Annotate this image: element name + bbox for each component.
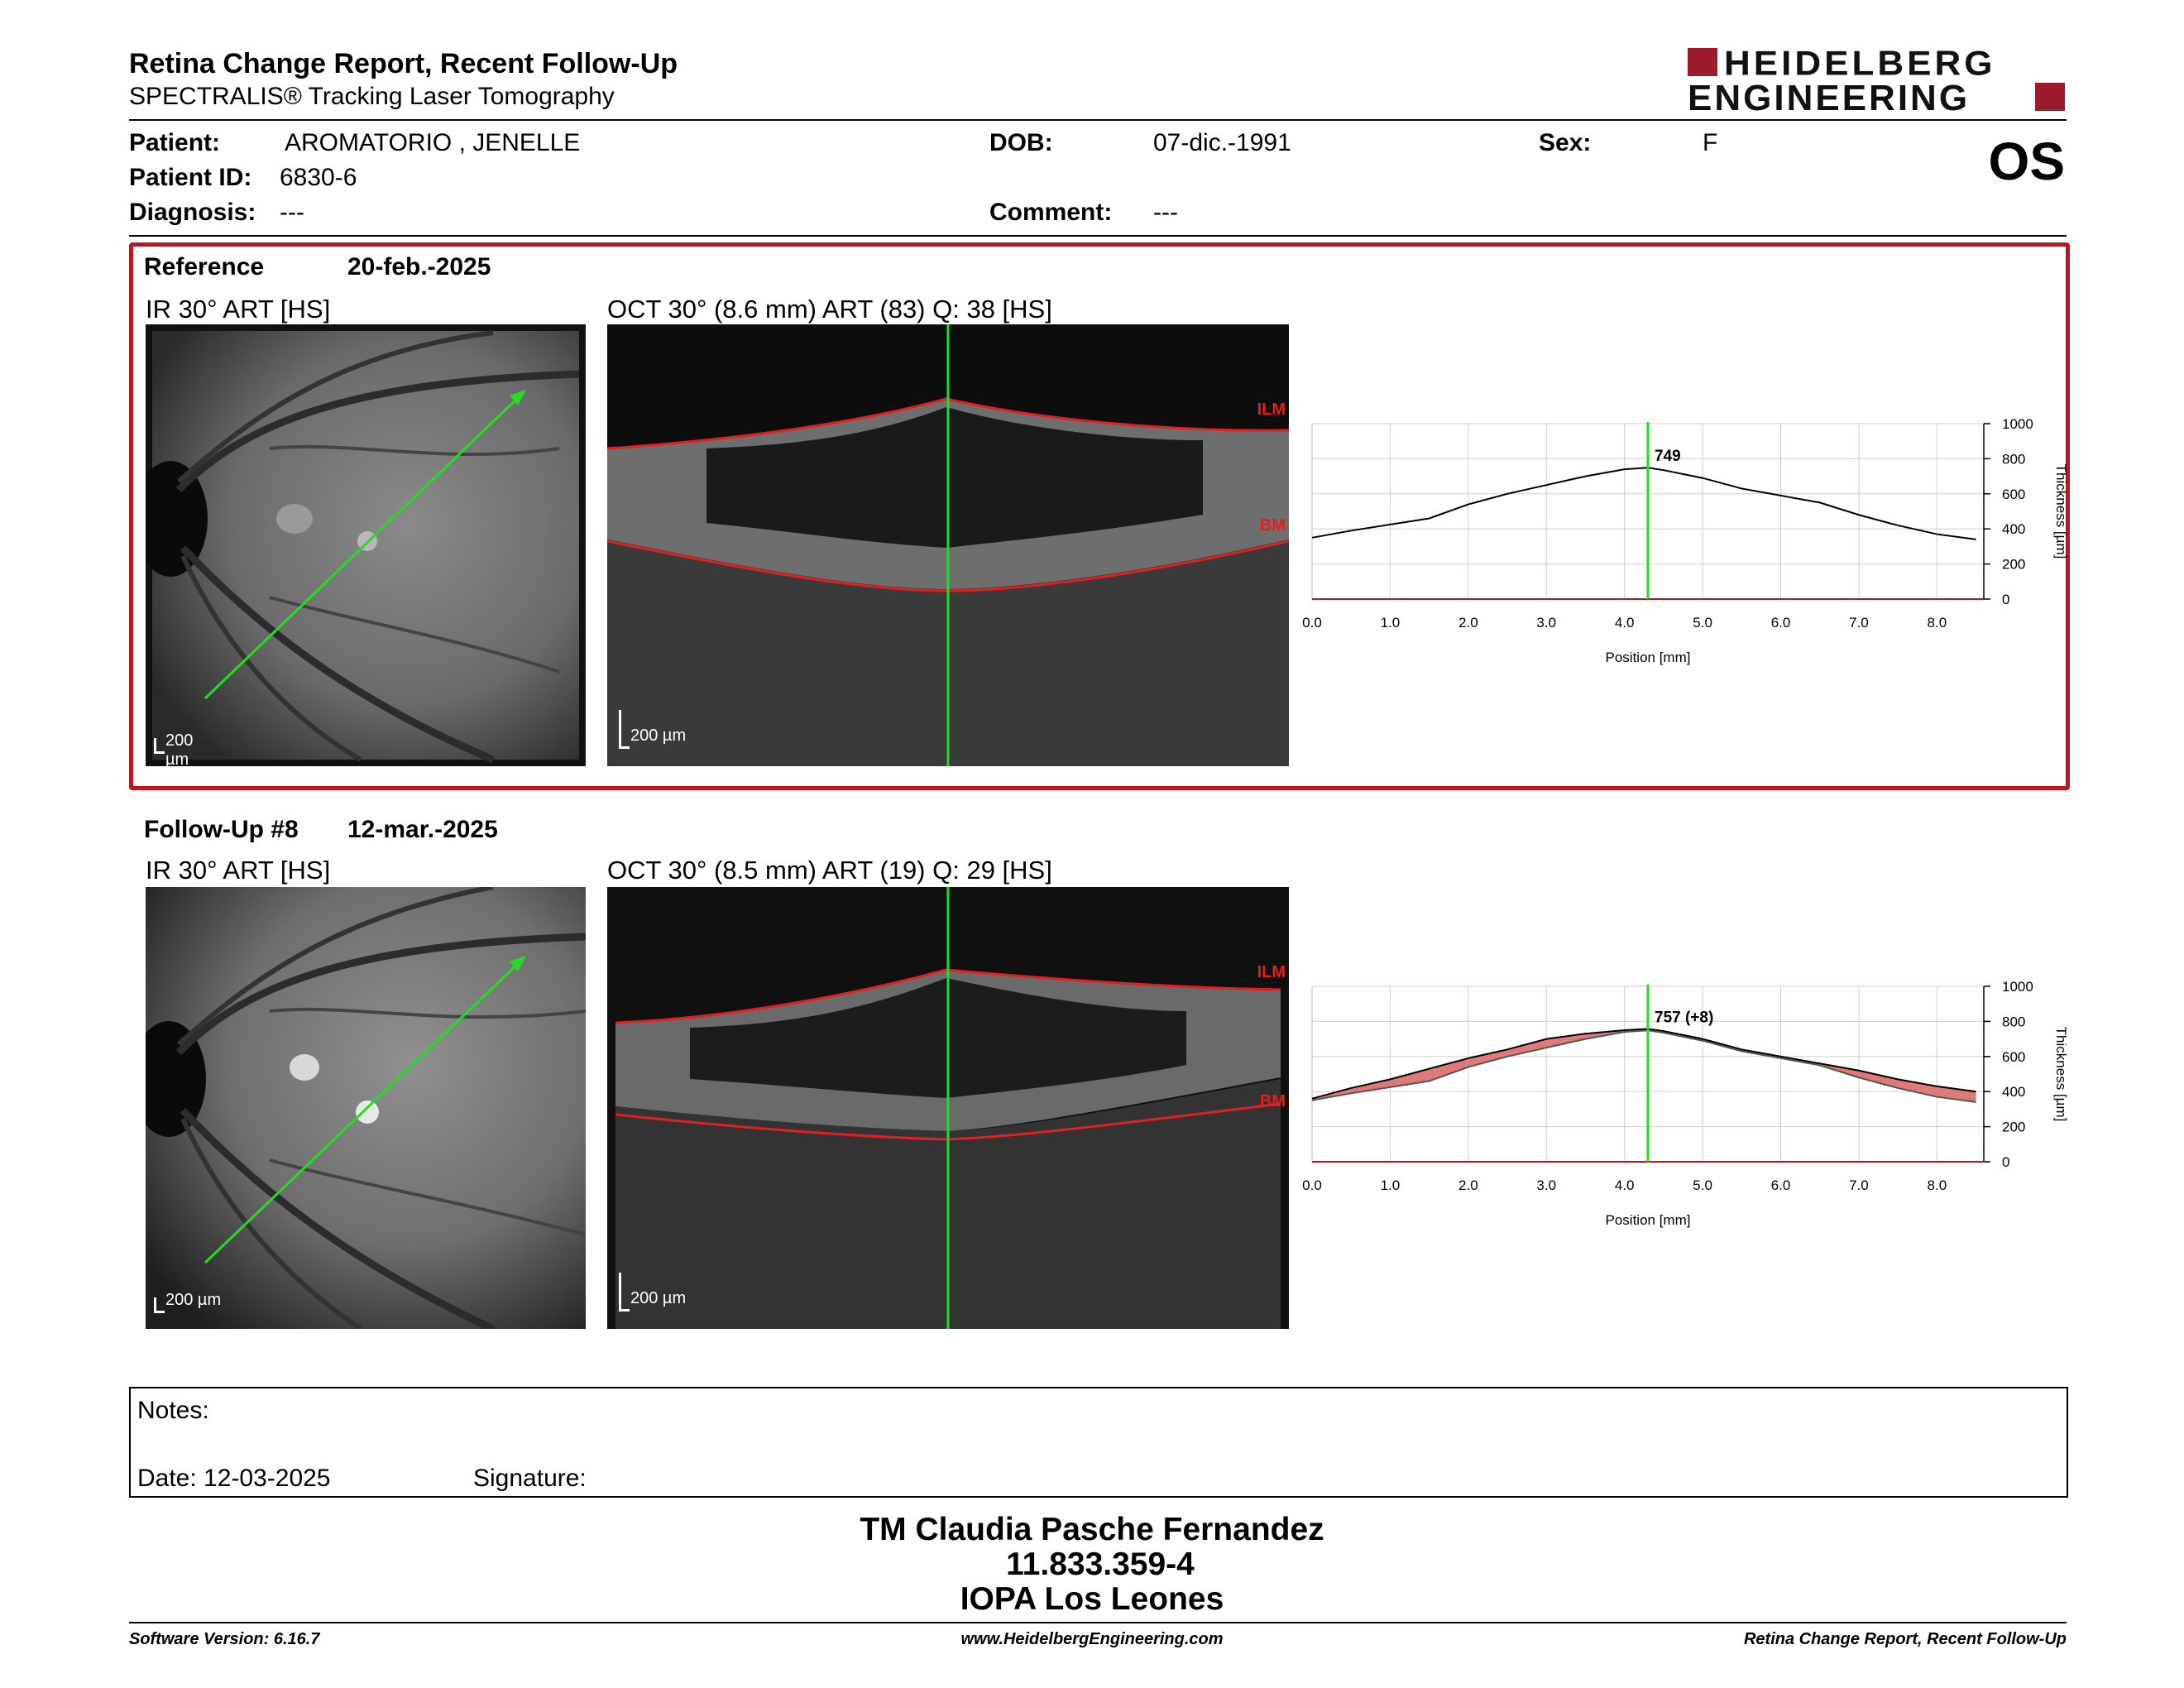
- logo-line2: ENGINEERING: [1688, 78, 1971, 118]
- followup-oct-bscan-image: ILM BM 200 µm: [607, 887, 1289, 1329]
- x-tick-label: 5.0: [1693, 1177, 1712, 1193]
- x-tick-label: 5.0: [1693, 615, 1712, 631]
- y-tick-label: 400: [2002, 521, 2025, 537]
- thickness-value-label: 757 (+8): [1655, 1009, 1713, 1027]
- y-tick-label: 600: [2002, 487, 2025, 502]
- logo-square-bottom: [2035, 83, 2065, 111]
- x-tick-label: 8.0: [1928, 615, 1947, 631]
- thickness-value-label: 749: [1655, 448, 1681, 465]
- followup-ir-title: IR 30° ART [HS]: [146, 856, 331, 885]
- reference-frame: [129, 242, 2070, 790]
- dob-label: DOB:: [989, 129, 1053, 156]
- x-axis-label: Position [mm]: [1606, 1212, 1691, 1228]
- notes-box[interactable]: Notes: Date: 12-03-2025 Signature:: [129, 1387, 2068, 1498]
- followup-oct-title: OCT 30° (8.5 mm) ART (19) Q: 29 [HS]: [607, 856, 1052, 885]
- logo-line1: HEIDELBERG: [1724, 44, 1996, 83]
- signer-name: TM Claudia Pasche Fernandez: [860, 1512, 1324, 1547]
- x-tick-label: 1.0: [1381, 1177, 1401, 1193]
- signature-label: Signature:: [473, 1465, 587, 1492]
- diagnosis-value: ---: [280, 199, 304, 226]
- patient-id-label: Patient ID:: [129, 164, 252, 191]
- reference-ir-fundus-image: 200 µm: [146, 324, 586, 766]
- patient-id: 6830-6: [280, 164, 357, 191]
- y-tick-label: 0: [2002, 1154, 2009, 1170]
- x-tick-label: 2.0: [1458, 615, 1478, 631]
- reference-thickness-chart: 0 200 400 600 800 1000 0.0 1.0 2.0 3.0 4.0 5.0 6.0 7.…: [1302, 416, 2068, 665]
- x-axis-label: Position [mm]: [1606, 650, 1691, 665]
- followup-label: Follow-Up #8: [144, 816, 299, 843]
- software-version: Software Version: 6.16.7: [129, 1630, 320, 1648]
- x-tick-label: 7.0: [1849, 1177, 1869, 1193]
- followup-ilm-label: ILM: [1257, 963, 1286, 981]
- sex-label: Sex:: [1539, 129, 1592, 156]
- x-tick-label: 4.0: [1615, 1177, 1635, 1193]
- footer-divider: [129, 1622, 2067, 1623]
- reference-oct-bscan-image: ILM BM 200 µm: [607, 324, 1289, 766]
- x-tick-label: 6.0: [1771, 615, 1791, 631]
- reference-label: Reference: [144, 253, 265, 281]
- patient-name-label: Patient:: [129, 129, 221, 156]
- y-tick-label: 800: [2002, 1014, 2025, 1029]
- eye-indicator: OS: [1988, 132, 2065, 191]
- footer-report-title: Retina Change Report, Recent Follow-Up: [1743, 1630, 2067, 1648]
- comment-value: ---: [1153, 199, 1178, 226]
- y-tick-label: 1000: [2002, 979, 2033, 995]
- followup-date: 12-mar.-2025: [347, 816, 498, 843]
- x-tick-label: 8.0: [1928, 1177, 1947, 1193]
- x-tick-label: 0.0: [1302, 1177, 1322, 1193]
- report-title: Retina Change Report, Recent Follow-Up: [129, 48, 678, 79]
- logo-square-top: [1688, 48, 1717, 76]
- x-tick-label: 3.0: [1536, 1177, 1556, 1193]
- reference-ir-title: IR 30° ART [HS]: [146, 295, 331, 324]
- x-tick-label: 3.0: [1536, 615, 1556, 631]
- sex-value: F: [1703, 129, 1718, 156]
- y-tick-label: 1000: [2002, 416, 2033, 432]
- y-axis-label: Thickness [µm]: [2053, 464, 2068, 559]
- y-tick-label: 200: [2002, 557, 2025, 573]
- dob-value: 07-dic.-1991: [1153, 129, 1291, 156]
- patient-divider: [129, 235, 2067, 237]
- heidelberg-logo: HEIDELBERG ENGINEERING: [1688, 44, 2068, 118]
- followup-thickness-chart: 0 200 400 600 800 1000 0.0 1.0 2.0 3.0 4.0 5.0 6.0 7.…: [1302, 979, 2068, 1228]
- followup-bm-label: BM: [1259, 1092, 1286, 1110]
- comment-label: Comment:: [989, 199, 1113, 226]
- followup-ir-fundus-image: 200 µm: [146, 887, 586, 1329]
- patient-name: AROMATORIO , JENELLE: [285, 129, 581, 156]
- y-tick-label: 600: [2002, 1049, 2025, 1065]
- y-tick-label: 0: [2002, 592, 2009, 607]
- website-link[interactable]: www.HeidelbergEngineering.com: [960, 1630, 1224, 1648]
- x-tick-label: 4.0: [1615, 615, 1635, 631]
- y-axis-label: Thickness [µm]: [2053, 1027, 2068, 1122]
- x-tick-label: 1.0: [1381, 615, 1401, 631]
- thickness-line-0: [1311, 1028, 1976, 1100]
- reference-bm-label: BM: [1259, 516, 1286, 535]
- signer-id: 11.833.359-4: [1006, 1547, 1195, 1582]
- notes-date: Date: 12-03-2025: [137, 1465, 331, 1492]
- reference-ilm-label: ILM: [1257, 400, 1286, 419]
- thickness-difference-area: [1312, 1029, 1976, 1102]
- reference-oct-title: OCT 30° (8.6 mm) ART (83) Q: 38 [HS]: [607, 295, 1052, 324]
- diagnosis-label: Diagnosis:: [129, 199, 256, 226]
- x-tick-label: 0.0: [1302, 615, 1322, 631]
- notes-label: Notes:: [137, 1397, 209, 1424]
- report-subtitle: SPECTRALIS® Tracking Laser Tomography: [129, 83, 615, 110]
- y-tick-label: 400: [2002, 1084, 2025, 1100]
- y-tick-label: 200: [2002, 1120, 2025, 1135]
- header-divider: [129, 119, 2067, 121]
- y-tick-label: 800: [2002, 451, 2025, 467]
- reference-date: 20-feb.-2025: [347, 253, 491, 281]
- x-tick-label: 6.0: [1771, 1177, 1791, 1193]
- x-tick-label: 2.0: [1458, 1177, 1478, 1193]
- signer-org: IOPA Los Leones: [960, 1581, 1224, 1617]
- x-tick-label: 7.0: [1849, 615, 1869, 631]
